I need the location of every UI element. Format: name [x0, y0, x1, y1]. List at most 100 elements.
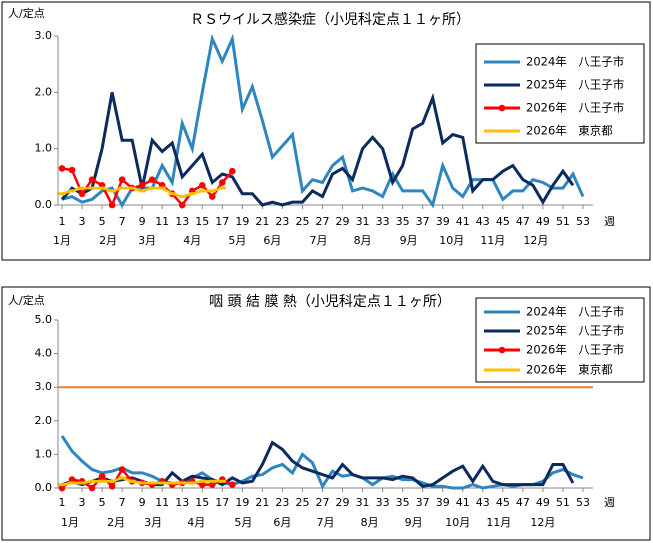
- month-label: 3月: [144, 516, 162, 529]
- month-label: 3月: [138, 234, 156, 247]
- month-label: 2月: [99, 234, 117, 247]
- x-tick-label: 31: [356, 215, 370, 228]
- marker: [68, 166, 76, 174]
- legend-marker: [498, 104, 506, 112]
- x-tick-label: 43: [476, 496, 490, 509]
- x-tick-label: 11: [155, 496, 169, 509]
- y-tick-label: 5.0: [35, 313, 53, 326]
- month-label: 1月: [61, 516, 79, 529]
- marker: [108, 201, 116, 209]
- marker: [198, 181, 206, 189]
- x-tick-label: 49: [536, 496, 550, 509]
- marker: [78, 190, 86, 198]
- x-tick-label: 41: [456, 496, 470, 509]
- month-label: 9月: [405, 516, 423, 529]
- x-tick-label: 17: [215, 496, 229, 509]
- x-tick-label: 13: [175, 215, 189, 228]
- marker: [88, 176, 96, 183]
- marker: [198, 481, 206, 488]
- x-tick-label: 37: [416, 496, 430, 509]
- month-label: 8月: [361, 516, 379, 529]
- marker: [88, 186, 96, 190]
- x-tick-label: 5: [99, 496, 106, 509]
- x-tick-label: 39: [436, 496, 450, 509]
- marker: [178, 201, 186, 209]
- x-tick-label: 31: [356, 496, 370, 509]
- x-tick-label: 21: [255, 215, 269, 228]
- marker: [178, 481, 186, 485]
- legend-label: 2025年 八王子市: [526, 78, 624, 92]
- x-tick-label: 23: [275, 215, 289, 228]
- x-tick-label: 25: [295, 215, 309, 228]
- y-axis-label: 人/定点: [8, 293, 45, 307]
- x-tick-label: 53: [576, 496, 590, 509]
- x-tick-label: 23: [275, 496, 289, 509]
- x-tick-label: 37: [416, 215, 430, 228]
- marker: [148, 186, 156, 190]
- month-label: 1月: [53, 234, 71, 247]
- marker: [68, 189, 76, 193]
- legend-marker: [498, 129, 506, 133]
- x-tick-label: 53: [576, 215, 590, 228]
- marker: [198, 189, 206, 193]
- y-tick-label: 0.0: [35, 481, 53, 494]
- marker: [78, 481, 86, 485]
- y-tick-label: 3.0: [35, 29, 53, 42]
- month-label: 6月: [263, 234, 281, 247]
- marker: [118, 176, 126, 183]
- month-label: 7月: [317, 516, 335, 529]
- month-label: 8月: [354, 234, 372, 247]
- x-tick-label: 21: [255, 496, 269, 509]
- marker: [218, 479, 226, 483]
- chart-title: ＲＳウイルス感染症（小児科定点１１ヶ所）: [190, 11, 470, 28]
- month-label: 4月: [183, 234, 201, 247]
- x-tick-label: 51: [556, 496, 570, 509]
- x-tick-label: 9: [139, 496, 146, 509]
- x-tick-label: 25: [295, 496, 309, 509]
- marker: [98, 186, 106, 190]
- marker: [118, 476, 126, 480]
- marker: [148, 481, 156, 485]
- x-tick-label: 35: [396, 215, 410, 228]
- marker: [58, 484, 66, 492]
- y-tick-label: 0.0: [35, 198, 53, 211]
- marker: [118, 186, 126, 190]
- marker: [58, 165, 66, 172]
- marker: [78, 186, 86, 190]
- x-tick-label: 11: [155, 215, 169, 228]
- legend-marker: [498, 368, 506, 372]
- x-axis-label: 週: [604, 496, 615, 509]
- legend-marker: [498, 346, 506, 354]
- x-tick-label: 1: [59, 215, 66, 228]
- x-tick-label: 5: [99, 215, 106, 228]
- marker: [208, 479, 216, 483]
- marker: [208, 193, 216, 200]
- marker: [68, 476, 76, 483]
- x-tick-label: 29: [336, 496, 350, 509]
- marker: [58, 483, 66, 487]
- x-axis-label: 週: [604, 215, 615, 228]
- x-tick-label: 45: [496, 496, 510, 509]
- legend-label: 2025年 八王子市: [526, 324, 624, 338]
- legend-label: 2024年 八王子市: [526, 55, 624, 69]
- x-tick-label: 17: [215, 215, 229, 228]
- marker: [108, 479, 116, 483]
- x-tick-label: 7: [119, 496, 126, 509]
- marker: [198, 479, 206, 483]
- x-tick-label: 45: [496, 215, 510, 228]
- x-tick-label: 41: [456, 215, 470, 228]
- legend-label: 2026年 東京都: [526, 124, 613, 138]
- y-tick-label: 1.0: [35, 447, 53, 460]
- marker: [128, 479, 136, 483]
- x-tick-label: 35: [396, 496, 410, 509]
- chart-frame: [1, 286, 651, 541]
- x-tick-label: 51: [556, 215, 570, 228]
- month-label: 11月: [486, 516, 511, 529]
- marker: [58, 192, 66, 196]
- marker: [98, 479, 106, 483]
- x-tick-label: 7: [119, 215, 126, 228]
- marker: [88, 479, 96, 483]
- marker: [168, 192, 176, 196]
- x-tick-label: 33: [376, 215, 390, 228]
